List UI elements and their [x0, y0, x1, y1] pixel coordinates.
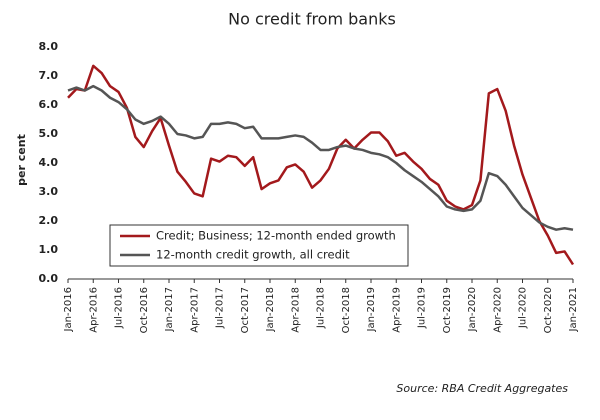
y-tick-label: 8.0 — [39, 40, 59, 53]
x-tick-label: Apr-2018 — [290, 287, 301, 333]
x-tick-label: Oct-2020 — [543, 287, 554, 333]
x-tick-label: Jan-2016 — [63, 287, 74, 332]
legend-label: Credit; Business; 12-month ended growth — [156, 229, 396, 243]
series-line — [67, 64, 575, 266]
y-tick-label: 1.0 — [39, 243, 59, 256]
x-tick-label: Jan-2020 — [467, 287, 478, 332]
x-tick-label: Oct-2017 — [240, 287, 251, 333]
x-tick-label: Oct-2016 — [139, 287, 150, 333]
source-note: Source: RBA Credit Aggregates — [396, 382, 568, 395]
x-tick-label: Jan-2017 — [164, 287, 175, 332]
x-tick-label: Apr-2016 — [88, 287, 99, 333]
y-tick-label: 2.0 — [39, 214, 59, 227]
y-tick-label: 3.0 — [39, 185, 59, 198]
x-tick-label: Jan-2021 — [568, 287, 579, 332]
x-tick-label: Jan-2018 — [265, 287, 276, 332]
x-tick-label: Apr-2020 — [492, 287, 503, 333]
x-tick-label: Oct-2018 — [341, 287, 352, 333]
x-tick-label: Jul-2016 — [114, 287, 125, 329]
y-tick-label: 6.0 — [39, 98, 59, 111]
x-tick-label: Jan-2019 — [366, 287, 377, 332]
x-tick-label: Oct-2019 — [442, 287, 453, 333]
y-tick-label: 0.0 — [39, 272, 59, 285]
y-tick-label: 4.0 — [39, 156, 59, 169]
x-tick-label: Jul-2017 — [215, 287, 226, 329]
chart-title: No credit from banks — [228, 10, 396, 29]
series-line — [67, 84, 574, 231]
x-tick-label: Jul-2019 — [417, 287, 428, 329]
legend-label: 12-month credit growth, all credit — [156, 248, 350, 262]
x-tick-label: Jul-2018 — [316, 287, 327, 329]
y-tick-label: 7.0 — [39, 69, 59, 82]
legend-box — [109, 224, 409, 267]
y-tick-label: 5.0 — [39, 127, 59, 140]
x-tick-label: Jul-2020 — [518, 287, 529, 329]
x-tick-label: Apr-2019 — [391, 287, 402, 333]
x-tick-label: Apr-2017 — [189, 287, 200, 333]
y-axis-label: per cent — [15, 134, 28, 186]
